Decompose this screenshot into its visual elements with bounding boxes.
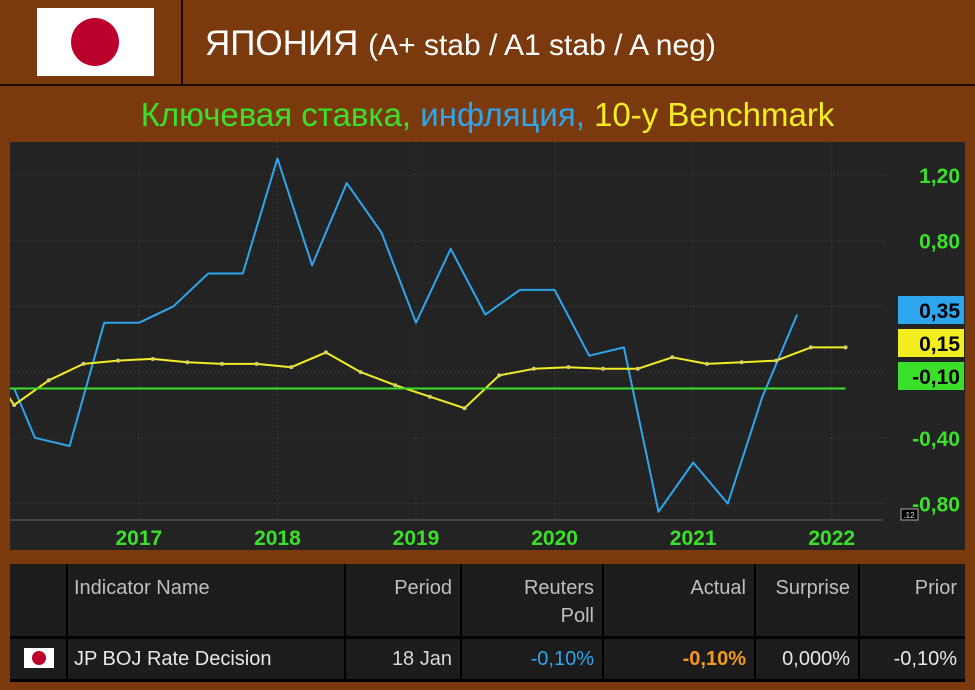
line-chart: 2017201820192020202120221,200,800,400,00… xyxy=(0,142,965,550)
flag-column-header xyxy=(10,564,68,636)
y-tick-label: -0,80 xyxy=(912,494,960,517)
benchmark-point xyxy=(531,366,536,371)
last-value-label-benchmark: 0,15 xyxy=(919,333,960,356)
benchmark-point xyxy=(774,358,779,363)
table-row[interactable]: JP BOJ Rate Decision 18 Jan -0,10% -0,10… xyxy=(10,639,965,679)
corner-label: .12 xyxy=(903,511,915,520)
y-tick-label: -0,40 xyxy=(912,428,960,451)
corner-box xyxy=(900,508,919,521)
benchmark-point xyxy=(12,402,17,407)
subtitle-benchmark: 10-y Benchmark xyxy=(594,96,835,133)
y-tick-label: 0,80 xyxy=(919,231,960,254)
last-value-label-inflation: 0,35 xyxy=(919,300,960,323)
benchmark-point xyxy=(705,361,710,366)
benchmark-point xyxy=(739,360,744,365)
last-value-box-benchmark xyxy=(898,329,964,357)
header-poll: Poll xyxy=(560,605,594,627)
benchmark-point xyxy=(635,366,640,371)
plot-background xyxy=(10,142,965,550)
header-reuters: Reuters xyxy=(523,577,594,599)
benchmark-point xyxy=(220,361,225,366)
table-header: Indicator Name Period Reuters Poll Actua… xyxy=(10,564,965,636)
x-tick-label: 2018 xyxy=(254,527,301,550)
benchmark-point xyxy=(497,373,502,378)
benchmark-point xyxy=(808,345,813,350)
x-tick-label: 2021 xyxy=(670,527,717,550)
benchmark-point xyxy=(254,361,259,366)
benchmark-point xyxy=(116,358,121,363)
benchmark-point xyxy=(670,355,675,360)
benchmark-point xyxy=(601,366,606,371)
cell-surprise: 0,000% xyxy=(756,639,860,679)
cell-actual: -0,10% xyxy=(604,639,756,679)
benchmark-point xyxy=(393,383,398,388)
benchmark-point xyxy=(323,350,328,355)
series-line-benchmark xyxy=(0,346,846,410)
header: ЯПОНИЯ (A+ stab / A1 stab / A neg) xyxy=(0,0,975,86)
chart-subtitle: Ключевая ставка, инфляция, 10-y Benchmar… xyxy=(0,86,975,142)
cell-indicator-name: JP BOJ Rate Decision xyxy=(68,639,346,679)
subtitle-rate: Ключевая ставка, xyxy=(140,96,412,133)
benchmark-point xyxy=(462,406,467,411)
header-indicator-name: Indicator Name xyxy=(68,564,346,636)
row-flag-cell xyxy=(10,639,68,679)
benchmark-point xyxy=(185,360,190,365)
chart-panel: 2017201820192020202120221,200,800,400,00… xyxy=(0,142,965,550)
last-value-box-inflation xyxy=(898,296,964,324)
header-prior: Prior xyxy=(914,577,957,599)
cell-prior: -0,10% xyxy=(893,648,957,670)
country-name: ЯПОНИЯ xyxy=(205,24,359,63)
x-tick-label: 2020 xyxy=(531,527,578,550)
header-divider xyxy=(181,0,183,84)
benchmark-point xyxy=(150,356,155,361)
benchmark-point xyxy=(427,394,432,399)
page-title: ЯПОНИЯ (A+ stab / A1 stab / A neg) xyxy=(205,22,716,68)
benchmark-point xyxy=(843,345,848,350)
cell-reuters-poll: -0,10% xyxy=(462,639,604,679)
header-reuters-poll: Reuters Poll xyxy=(462,564,604,636)
x-tick-label: 2017 xyxy=(116,527,163,550)
x-tick-label: 2022 xyxy=(808,527,855,550)
subtitle-inflation: инфляция, xyxy=(420,96,585,133)
benchmark-point xyxy=(46,378,51,383)
benchmark-point xyxy=(289,365,294,370)
indicator-table: Indicator Name Period Reuters Poll Actua… xyxy=(10,564,965,682)
ratings: (A+ stab / A1 stab / A neg) xyxy=(368,29,716,62)
header-actual: Actual xyxy=(604,564,756,636)
benchmark-point xyxy=(81,361,86,366)
last-value-box-rate xyxy=(898,362,964,390)
series-line-inflation xyxy=(13,157,799,513)
header-period: Period xyxy=(346,564,462,636)
last-value-label-rate: -0,10 xyxy=(912,366,960,389)
benchmark-point xyxy=(566,365,571,370)
y-tick-label: 1,20 xyxy=(919,165,960,188)
japan-flag xyxy=(37,8,154,76)
header-surprise: Surprise xyxy=(756,564,860,636)
x-tick-label: 2019 xyxy=(393,527,440,550)
flag-sun xyxy=(71,18,119,66)
cell-period: 18 Jan xyxy=(346,639,462,679)
benchmark-point xyxy=(358,370,363,375)
japan-flag-icon xyxy=(24,648,54,668)
